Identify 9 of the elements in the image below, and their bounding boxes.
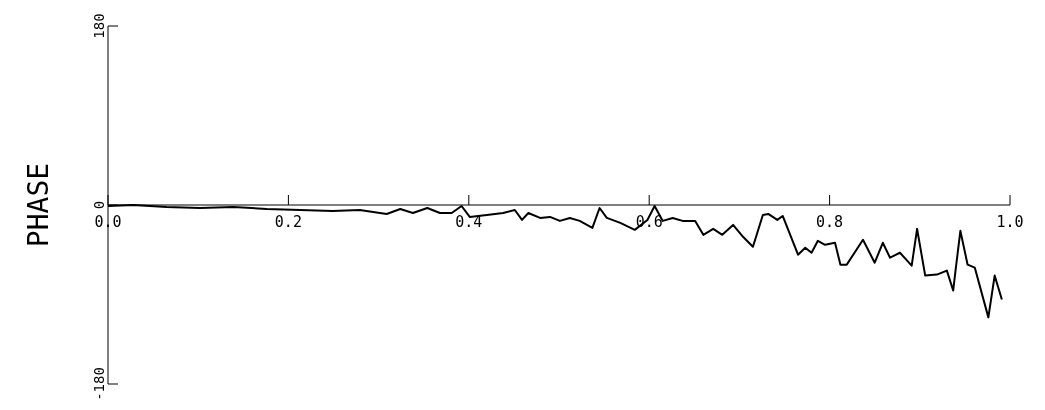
y-axis-title: PHASE — [21, 162, 55, 248]
x-tick-label: 0.0 — [94, 213, 122, 231]
x-tick-label: 1.0 — [996, 213, 1024, 231]
y-tick-label: 180 — [91, 13, 107, 39]
y-tick-label: 0 — [91, 200, 107, 210]
x-tick-label: 0.8 — [816, 213, 844, 231]
y-tick-label: -180 — [91, 367, 107, 401]
x-tick-label: 0.4 — [455, 213, 483, 231]
x-tick-label: 0.2 — [274, 213, 302, 231]
